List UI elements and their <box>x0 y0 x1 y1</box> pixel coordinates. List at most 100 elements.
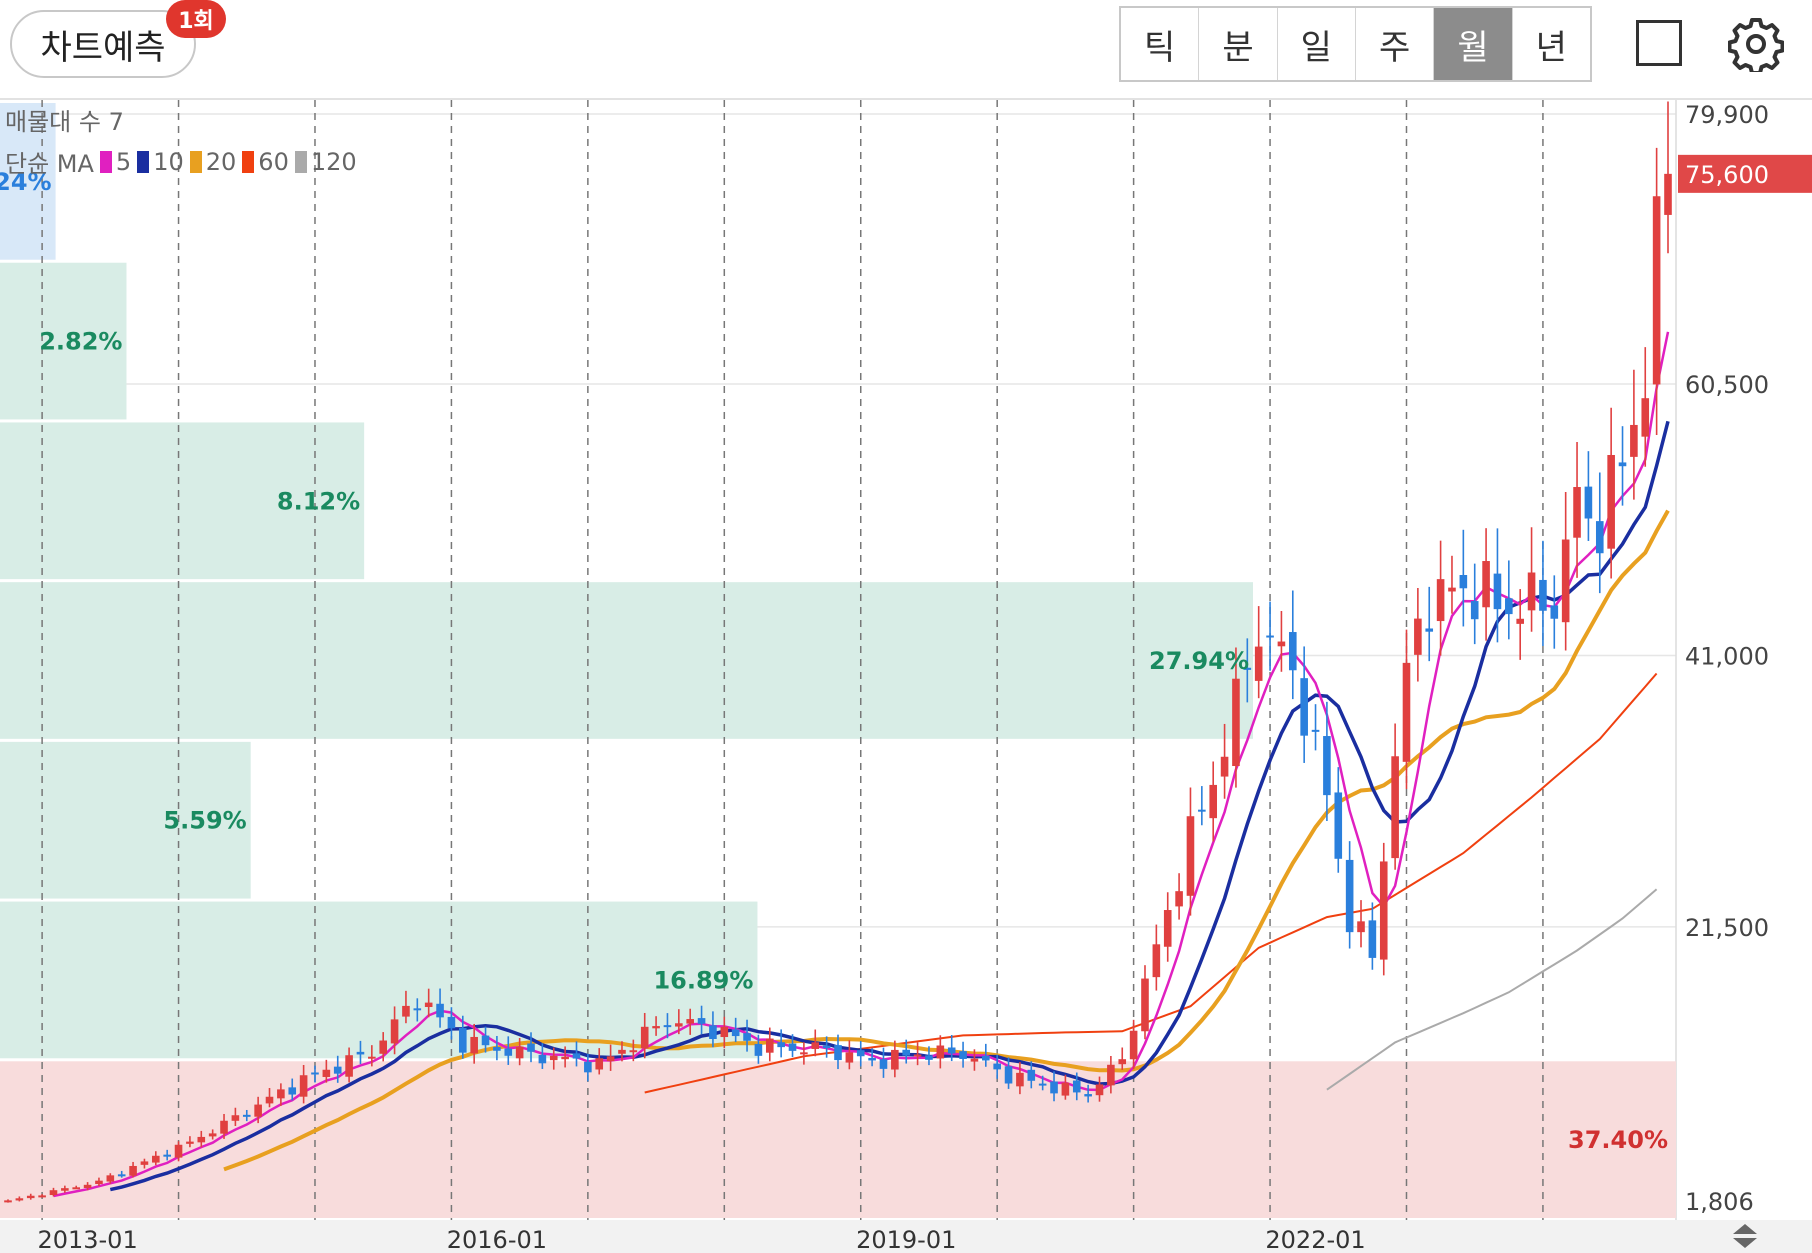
ma-20-line <box>223 509 1670 1172</box>
candle-99 <box>1129 1019 1138 1070</box>
candle-32 <box>368 1045 376 1067</box>
candle-35 <box>402 990 410 1024</box>
candle-39 <box>447 1007 456 1040</box>
candle-95 <box>1084 1084 1092 1103</box>
candle-49 <box>561 1046 569 1068</box>
candle-37 <box>424 988 433 1018</box>
volume-profile-count: 매물대 수 7 <box>5 108 124 136</box>
candle-86 <box>982 1043 990 1067</box>
candle-51 <box>584 1053 592 1082</box>
candle-12 <box>140 1158 149 1169</box>
candle-38 <box>436 988 444 1028</box>
volume-profile-label-3: 27.94% <box>1149 647 1249 675</box>
candle-88 <box>1004 1057 1013 1089</box>
candle-143 <box>1630 369 1638 500</box>
candle-114 <box>1300 646 1308 763</box>
period-tab-0[interactable]: 틱 <box>1121 8 1200 80</box>
period-tab-5[interactable]: 년 <box>1512 8 1590 80</box>
candle-31 <box>356 1040 365 1065</box>
ma-swatch-60 <box>242 150 255 173</box>
candle-146 <box>1664 101 1672 254</box>
chart-predict-label: 차트예측 <box>40 27 166 68</box>
candle-22 <box>254 1096 262 1124</box>
candle-107 <box>1220 723 1229 799</box>
candle-87 <box>993 1054 1001 1079</box>
candle-96 <box>1095 1076 1104 1102</box>
last-price-box <box>1678 154 1812 193</box>
candle-42 <box>481 1026 490 1053</box>
candle-112 <box>1277 611 1286 672</box>
period-tab-1[interactable]: 분 <box>1199 8 1278 80</box>
candle-6 <box>72 1185 81 1190</box>
candle-125 <box>1425 586 1434 662</box>
candle-50 <box>572 1041 581 1067</box>
ma-label-20: 20 <box>205 147 237 176</box>
ma-swatch-20 <box>189 150 202 173</box>
x-tick-label-0: 2013-01 <box>37 1226 137 1253</box>
candle-119 <box>1357 900 1365 948</box>
candle-25 <box>288 1078 297 1101</box>
last-price-label: 75,600 <box>1685 161 1769 189</box>
candle-21 <box>242 1109 251 1122</box>
candle-101 <box>1152 924 1161 991</box>
ma-swatch-10 <box>137 150 150 173</box>
volume-profile-legend: 매물대 수 7 <box>5 102 124 137</box>
candle-93 <box>1061 1074 1070 1100</box>
candle-141 <box>1607 407 1615 579</box>
candle-75 <box>856 1041 865 1067</box>
ma-legend: 단순 MA 5 10 20 60 120 <box>5 144 357 179</box>
candle-62 <box>709 1011 717 1048</box>
candle-15 <box>174 1141 183 1162</box>
candle-26 <box>299 1064 308 1104</box>
candle-14 <box>163 1149 171 1161</box>
candle-7 <box>83 1182 92 1191</box>
candle-117 <box>1334 767 1343 873</box>
candle-58 <box>663 1013 672 1039</box>
fullscreen-square-icon[interactable] <box>1636 20 1682 66</box>
candle-45 <box>515 1038 524 1066</box>
x-tick-label-3: 2022-01 <box>1265 1226 1365 1253</box>
period-tab-4[interactable]: 월 <box>1434 8 1513 80</box>
candle-36 <box>413 998 422 1022</box>
volume-profile-label-1: 2.82% <box>39 328 122 356</box>
x-tick-label-2: 2019-01 <box>856 1226 956 1253</box>
ma-label-10: 10 <box>153 147 184 176</box>
candle-138 <box>1573 441 1581 578</box>
candle-132 <box>1505 560 1513 640</box>
volume-profile-label-0: 1.24% <box>0 168 52 196</box>
candle-104 <box>1186 787 1195 916</box>
period-tab-2[interactable]: 일 <box>1277 8 1356 80</box>
candle-129 <box>1470 563 1479 645</box>
candle-111 <box>1266 601 1274 671</box>
candle-4 <box>49 1187 58 1197</box>
chart-predict-button[interactable]: 차트예측 <box>10 10 196 78</box>
candle-130 <box>1482 528 1490 641</box>
gear-icon[interactable] <box>1728 16 1784 72</box>
candle-84 <box>959 1041 967 1068</box>
candle-53 <box>606 1044 615 1071</box>
candle-16 <box>186 1136 194 1148</box>
candle-123 <box>1402 629 1411 789</box>
candle-94 <box>1072 1072 1081 1101</box>
candle-105 <box>1198 786 1206 826</box>
candle-59 <box>675 1009 683 1035</box>
volume-profile <box>0 103 1676 1218</box>
candle-126 <box>1436 540 1445 656</box>
candle-1 <box>15 1196 24 1202</box>
period-tab-3[interactable]: 주 <box>1355 8 1435 80</box>
candle-100 <box>1141 965 1149 1040</box>
candle-77 <box>879 1047 888 1078</box>
candle-137 <box>1561 492 1570 651</box>
candle-92 <box>1050 1071 1058 1102</box>
candle-109 <box>1243 638 1252 703</box>
volume-profile-bar-1 <box>0 262 127 420</box>
candle-106 <box>1209 761 1218 842</box>
candlestick-chart[interactable]: 1.24% 2.82% 8.12% 27.94% 5.59% 16.89% 37.40% 7… <box>0 100 1812 1253</box>
scroll-updown-icon[interactable] <box>1730 1222 1760 1250</box>
candle-131 <box>1493 528 1502 643</box>
candle-9 <box>106 1173 115 1184</box>
candles <box>4 101 1672 1203</box>
candle-85 <box>970 1049 979 1071</box>
